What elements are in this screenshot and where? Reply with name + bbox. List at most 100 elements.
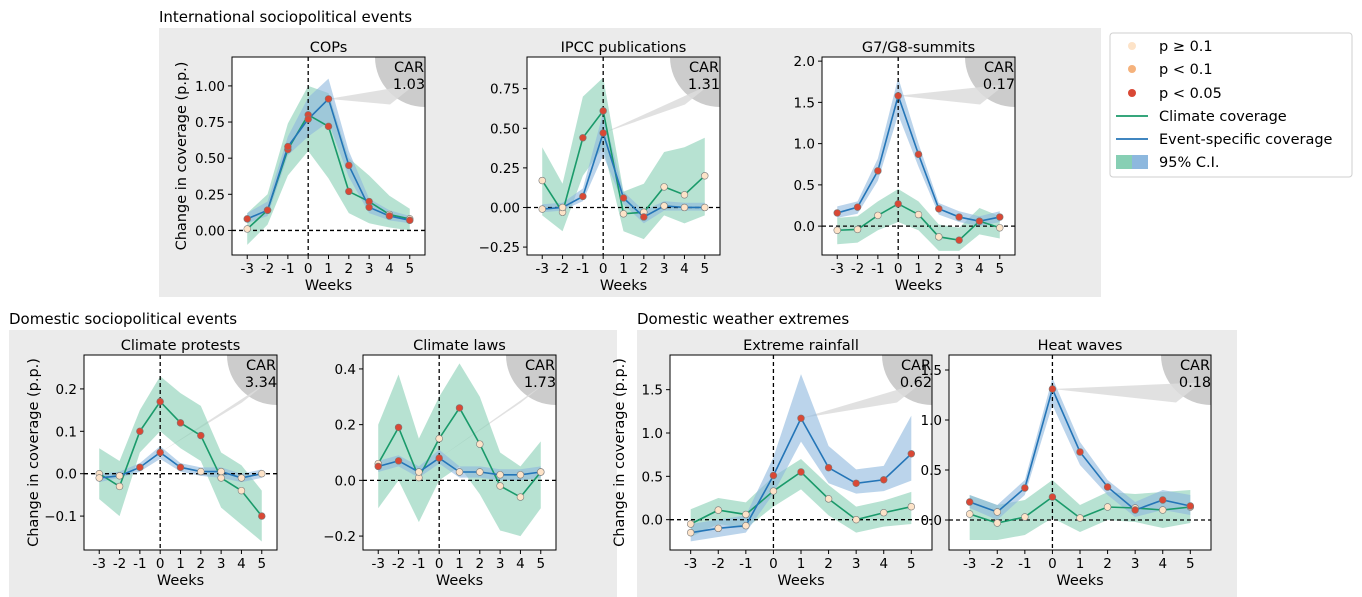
data-point-event: [880, 476, 888, 484]
y-tick-label: −0.25: [479, 240, 520, 256]
data-point-event: [660, 202, 668, 210]
data-point-event: [345, 161, 353, 170]
panel-1: -3 -2 -1 0 1 2 3 4 5 −0.25 0.00 0.25 0.50 0.75 IPCC pu…: [479, 40, 721, 294]
data-point-climate: [965, 510, 974, 518]
data-point-event: [686, 528, 695, 537]
data-point-event: [284, 142, 292, 151]
data-point-climate: [894, 200, 902, 208]
data-point-event: [243, 215, 251, 223]
data-point-climate: [619, 210, 628, 218]
x-tick-label: 5: [995, 261, 1004, 277]
data-point-event: [894, 92, 902, 100]
panel-title: COPs: [310, 40, 348, 56]
data-point-event: [701, 203, 709, 212]
data-point-climate: [1076, 514, 1084, 522]
car-label: CAR: [689, 60, 719, 76]
data-point-event: [537, 468, 545, 476]
data-point-climate: [516, 493, 525, 501]
legend-item: p < 0.1: [1128, 62, 1213, 78]
data-point-event: [435, 454, 443, 462]
data-point-climate: [833, 226, 841, 234]
x-tick-label: -2: [261, 261, 274, 277]
data-point-event: [136, 463, 144, 472]
data-point-event: [965, 498, 974, 506]
group-title-domestic-sociopolitical: Domestic sociopolitical events: [9, 310, 237, 328]
car-label: CAR: [246, 358, 276, 374]
y-tick-label: 0.0: [56, 467, 77, 483]
x-tick-label: 1: [797, 556, 806, 572]
data-point-event: [935, 205, 943, 213]
group-title-international: International sociopolitical events: [159, 8, 412, 26]
x-axis-label: Weeks: [436, 573, 483, 589]
car-wedge: [375, 57, 425, 107]
data-point-event: [176, 463, 185, 472]
data-point-event: [579, 192, 587, 201]
legend-marker: [1128, 89, 1136, 97]
x-tick-label: 1: [1076, 556, 1085, 572]
x-tick-label: 4: [237, 556, 246, 572]
x-tick-label: -3: [93, 556, 106, 572]
y-tick-label: 0.1: [56, 424, 77, 440]
x-tick-label: 3: [365, 261, 374, 277]
car-label: CAR: [984, 60, 1014, 76]
data-point-climate: [914, 210, 923, 219]
plot-content: [232, 57, 425, 255]
data-point-event: [415, 468, 423, 476]
legend-label: p ≥ 0.1: [1159, 39, 1213, 55]
data-point-climate: [742, 510, 750, 519]
panel-3: -3 -2 -1 0 1 2 3 4 5 −0.1 0.0 0.1 0.2 Climate protest…: [26, 338, 278, 589]
data-point-event: [769, 471, 778, 480]
x-tick-label: -1: [576, 261, 589, 277]
car-label: CAR: [394, 60, 424, 76]
legend-label: p < 0.1: [1159, 62, 1213, 78]
x-tick-label: -3: [684, 556, 697, 572]
data-point-climate: [237, 486, 246, 495]
data-point-event: [714, 524, 722, 533]
data-point-event: [258, 469, 266, 478]
x-tick-label: 0: [599, 261, 608, 277]
y-tick-label: 0.00: [490, 200, 520, 216]
data-point-climate: [258, 512, 266, 520]
panel-4: -3 -2 -1 0 1 2 3 4 5 −0.2 0.0 0.2 0.4 Climate laws Wee…: [323, 338, 557, 589]
data-point-climate: [880, 509, 888, 517]
plot-content: [949, 355, 1211, 550]
data-point-climate: [115, 482, 124, 491]
car-wedge: [1161, 355, 1211, 405]
ci-band-climate: [837, 189, 1000, 251]
x-axis-label: Weeks: [895, 278, 942, 294]
data-point-event: [680, 203, 689, 212]
data-point-climate: [935, 233, 943, 241]
data-point-event: [599, 129, 607, 137]
data-point-event: [496, 471, 504, 479]
ci-band-climate: [969, 480, 1191, 540]
data-point-climate: [1048, 493, 1057, 501]
x-tick-label: 5: [1186, 556, 1195, 572]
data-point-climate: [1021, 513, 1029, 521]
x-tick-label: -3: [963, 556, 976, 572]
data-point-event: [304, 115, 312, 123]
y-tick-label: 1.5: [921, 363, 942, 379]
car-label: CAR: [901, 358, 931, 374]
x-tick-label: 2: [197, 556, 206, 572]
data-point-climate: [496, 482, 504, 490]
x-tick-label: 1: [176, 556, 185, 572]
data-point-event: [797, 414, 805, 422]
data-point-climate: [324, 122, 333, 131]
legend-box: [1109, 32, 1353, 178]
data-point-climate: [579, 134, 587, 142]
data-point-climate: [853, 225, 862, 234]
panel-title: Heat waves: [1038, 338, 1123, 354]
x-tick-label: -1: [412, 556, 425, 572]
y-tick-label: 1.0: [794, 137, 815, 153]
data-point-event: [874, 167, 882, 175]
legend-band-climate: [1116, 155, 1132, 169]
x-tick-label: 1: [914, 261, 923, 277]
ci-band-event: [690, 374, 912, 542]
data-point-climate: [996, 224, 1004, 232]
x-tick-label: -2: [991, 556, 1004, 572]
x-tick-label: -3: [831, 261, 844, 277]
data-point-climate: [156, 397, 164, 406]
data-point-event: [217, 467, 225, 476]
group-titles: International sociopolitical events Dome…: [9, 8, 849, 328]
x-tick-label: 2: [824, 556, 833, 572]
